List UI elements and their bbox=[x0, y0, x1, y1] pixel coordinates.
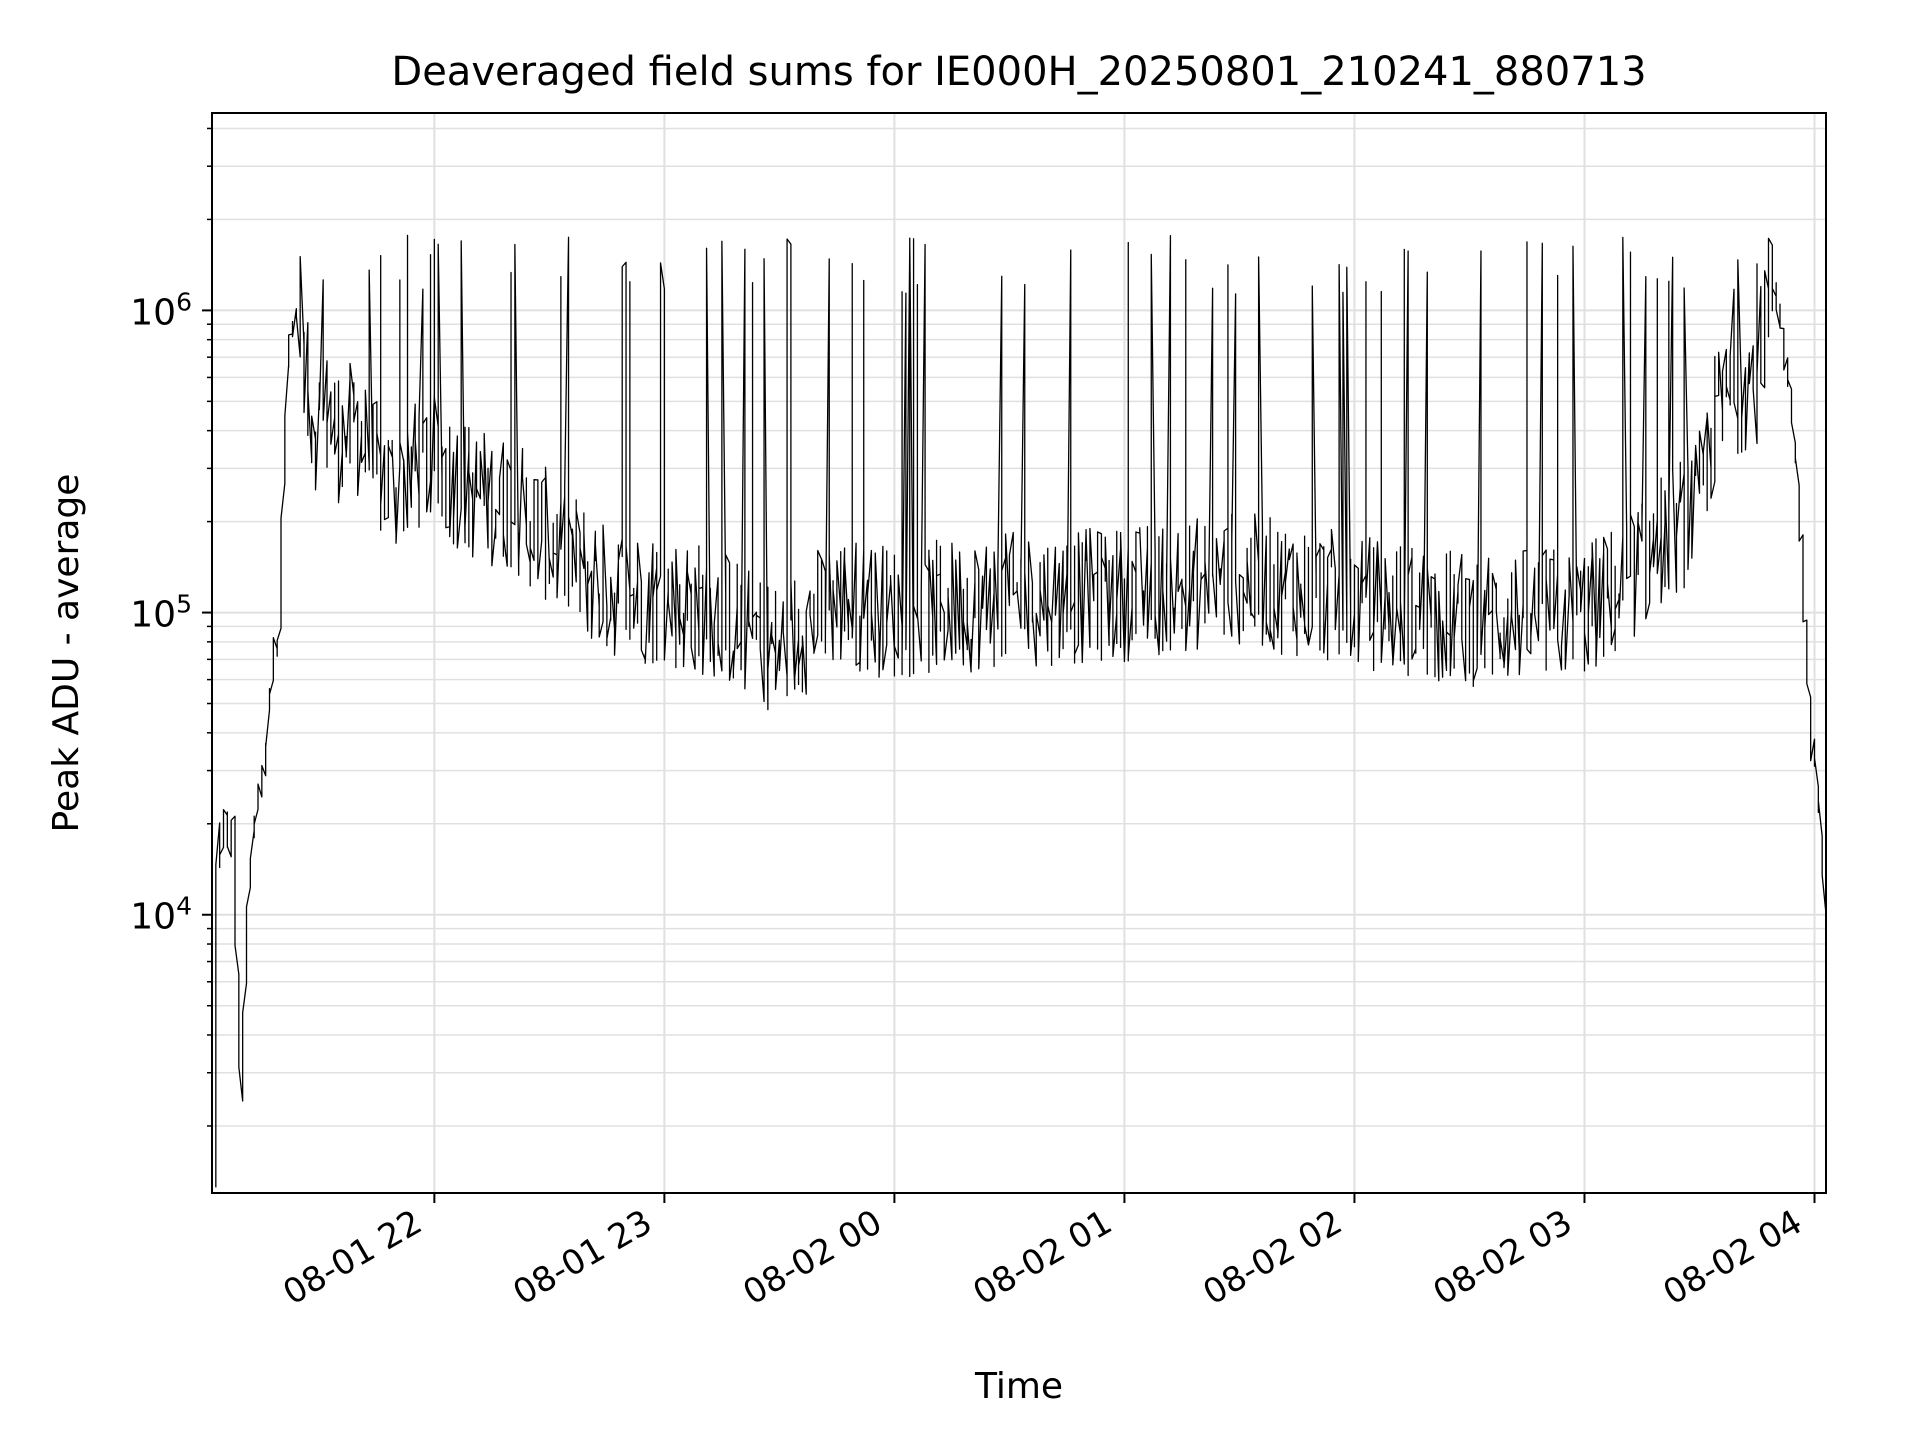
x-tick-label: 08-01 22 bbox=[276, 1202, 428, 1313]
plot-frame bbox=[211, 112, 1827, 1194]
y-axis-label: Peak ADU - average bbox=[46, 474, 87, 833]
y-tick-label: 104 bbox=[130, 892, 192, 938]
tick-layer: 08-01 22 08-01 23 08-02 00 08-02 01 08-02 02… bbox=[130, 127, 1816, 1313]
x-tick-label: 08-01 23 bbox=[506, 1202, 658, 1313]
x-tick-label: 08-02 01 bbox=[967, 1202, 1119, 1313]
x-tick-label: 08-02 00 bbox=[737, 1202, 889, 1313]
x-tick-label: 08-02 03 bbox=[1427, 1202, 1579, 1313]
x-tick-label: 08-02 02 bbox=[1197, 1202, 1349, 1313]
series-line bbox=[215, 234, 1827, 1188]
x-tick-label: 08-02 04 bbox=[1657, 1202, 1809, 1313]
y-tick-label: 106 bbox=[130, 287, 192, 333]
y-tick-label: 105 bbox=[130, 590, 192, 636]
data-layer bbox=[215, 234, 1827, 1188]
x-axis-label: Time bbox=[974, 1366, 1063, 1407]
chart-title: Deaveraged field sums for IE000H_2025080… bbox=[391, 49, 1646, 95]
